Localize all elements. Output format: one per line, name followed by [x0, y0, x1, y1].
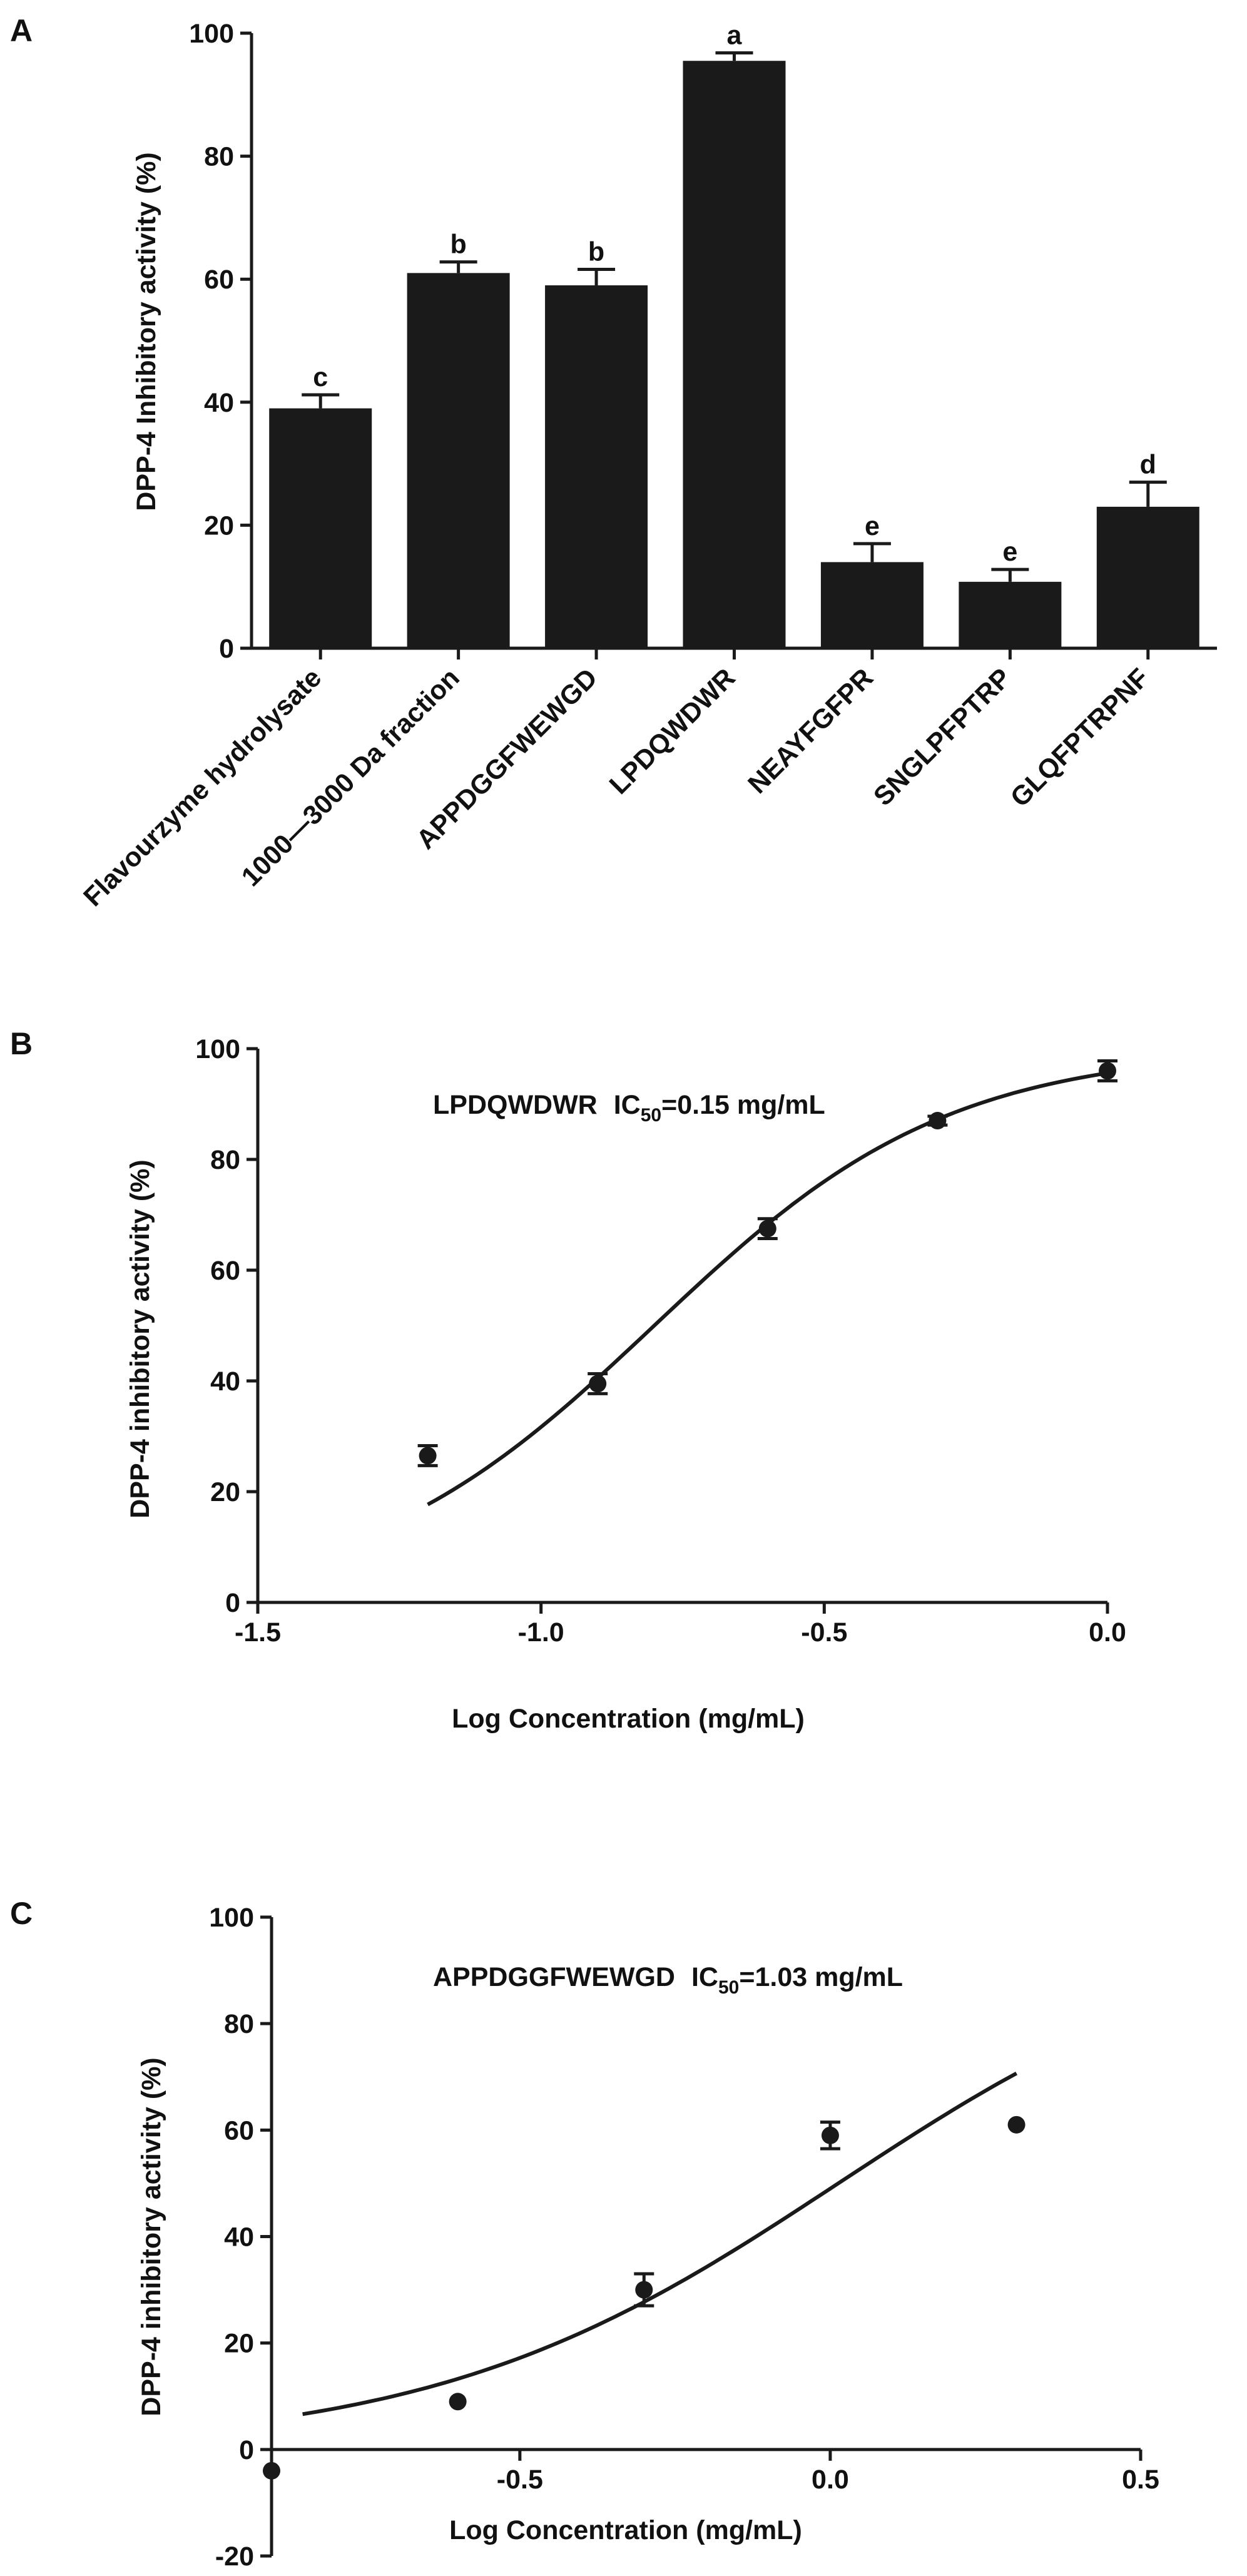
panel-a-bar — [1096, 506, 1199, 648]
panel-a-error-bars — [302, 51, 1167, 582]
panel-b-x-tick-label: -1.0 — [518, 1617, 564, 1647]
panel-a-category-label: GLQFPTRPNF — [1005, 663, 1155, 813]
panel-b-y-tick-label: 80 — [210, 1145, 240, 1175]
panel-a-category-label: NEAYFGFPR — [742, 663, 879, 800]
panel-b-data-point — [1099, 1062, 1116, 1080]
panel-c-y-tick-label: -20 — [215, 2542, 254, 2572]
panel-b-data-point — [419, 1447, 437, 1465]
panel-a-y-ticks: 0 20 40 60 80 100 — [189, 19, 252, 664]
panel-c-x-ticks: -0.5 0.0 0.5 — [497, 2449, 1159, 2495]
panel-c-label: C — [10, 1896, 33, 1931]
panel-a-letter: a — [727, 20, 743, 50]
panel-b-data-point — [589, 1375, 607, 1393]
panel-b-ic-value: =0.15 mg/mL — [661, 1090, 825, 1120]
panel-c-ic-prefix: IC — [691, 1962, 718, 1992]
panel-a-bar — [407, 273, 510, 648]
panel-b-dose-response: B DPP-4 inhibitory activity (%) Log Conc… — [10, 1026, 1126, 1734]
panel-a-label: A — [10, 13, 33, 48]
panel-b-y-tick-label: 20 — [210, 1477, 240, 1507]
panel-a-letter: d — [1140, 450, 1156, 480]
panel-b-error-bars — [417, 1059, 1117, 1467]
panel-c-y-tick-label: 60 — [224, 2115, 254, 2146]
panel-c-ic-value: =1.03 mg/mL — [739, 1962, 903, 1992]
panel-a-category-label: 1000—3000 Da fraction — [236, 663, 466, 892]
panel-a-bar — [683, 61, 786, 649]
panel-c-data-point — [821, 2126, 839, 2144]
panel-c-y-tick-label: 0 — [239, 2435, 254, 2465]
panel-b-axes — [256, 1049, 1107, 1604]
panel-a-bar — [269, 408, 372, 648]
panel-c-ic-subscript: 50 — [718, 1977, 739, 1998]
panel-b-x-tick-label: -0.5 — [801, 1617, 847, 1647]
panel-a-y-tick-label: 80 — [204, 142, 234, 172]
panel-b-data-point — [758, 1219, 776, 1238]
panel-a-letter: c — [313, 362, 328, 392]
panel-a-category-label: Flavourzyme hydrolysate — [78, 663, 327, 912]
panel-b-fit-curve — [427, 1071, 1108, 1507]
panel-a-letter: b — [450, 230, 467, 260]
panel-c-data-point — [1007, 2115, 1026, 2134]
panel-b-y-tick-label: 40 — [210, 1367, 240, 1397]
panel-b-data-point — [929, 1112, 947, 1130]
panel-a-axes — [250, 33, 1217, 650]
panel-a-y-axis-label: DPP-4 Inhibitory activity (%) — [131, 152, 161, 511]
panel-b-x-tick-label: -1.5 — [235, 1617, 281, 1647]
panel-c-y-axis-label: DPP-4 inhibitory activity (%) — [136, 2057, 166, 2416]
panel-c-x-tick-label: -0.5 — [497, 2465, 543, 2495]
panel-c-fit-line — [302, 2071, 1018, 2416]
panel-a-bar — [959, 581, 1062, 648]
panel-b-label: B — [10, 1026, 33, 1061]
panel-a-bar-chart: A DPP-4 Inhibitory activity (%) 0 20 40 60 8… — [10, 13, 1217, 912]
panel-b-fit-line — [427, 1071, 1108, 1507]
panel-a-letter: e — [1002, 537, 1017, 567]
panel-c-x-tick-label: 0.5 — [1122, 2465, 1159, 2495]
panel-c-error-bars — [634, 2120, 840, 2308]
panel-b-x-axis-label: Log Concentration (mg/mL) — [452, 1704, 805, 1734]
panel-b-peptide: LPDQWDWR — [433, 1090, 598, 1120]
panel-a-bar — [545, 285, 648, 648]
panel-a-category-label: LPDQWDWR — [604, 663, 741, 800]
panel-c-y-ticks: -20 0 20 40 60 80 100 — [209, 1903, 272, 2572]
panel-a-category-label: SNGLPFPTRP — [868, 663, 1017, 812]
panel-b-y-tick-label: 0 — [225, 1588, 240, 1618]
panel-b-x-tick-label: 0.0 — [1089, 1617, 1126, 1647]
panel-a-y-tick-label: 60 — [204, 265, 234, 295]
panel-b-ic-subscript: 50 — [641, 1105, 661, 1126]
panel-c-x-tick-label: 0.0 — [812, 2465, 849, 2495]
panel-c-data-point — [449, 2393, 467, 2411]
panel-b-y-ticks: 0 20 40 60 80 100 — [195, 1034, 258, 1618]
panel-c-y-tick-label: 100 — [209, 1903, 254, 1933]
panel-b-ic-prefix: IC — [614, 1090, 641, 1120]
panel-c-peptide: APPDGGFWEWGD — [433, 1962, 675, 1992]
panel-c-points — [263, 2115, 1026, 2480]
panel-b-y-tick-label: 60 — [210, 1256, 240, 1286]
panel-b-y-axis-label: DPP-4 inhibitory activity (%) — [125, 1159, 155, 1518]
panel-a-y-tick-label: 20 — [204, 511, 234, 541]
panel-a-bar — [820, 562, 924, 648]
panel-a-y-tick-label: 40 — [204, 388, 234, 418]
panel-a-bars — [269, 61, 1199, 649]
panel-a-letter: e — [865, 511, 880, 541]
panel-b-points — [419, 1062, 1116, 1465]
panel-c-annotation: APPDGGFWEWGD IC50=1.03 mg/mL — [433, 1962, 903, 1998]
panel-c-dose-response: C DPP-4 inhibitory activity (%) Log Conc… — [10, 1896, 1159, 2572]
panel-a-y-tick-label: 0 — [219, 634, 234, 664]
panel-c-y-tick-label: 20 — [224, 2329, 254, 2359]
panel-a-significance-letters: c b b a e e d — [313, 20, 1156, 567]
panel-c-x-axis-label: Log Concentration (mg/mL) — [449, 2515, 802, 2545]
panel-b-x-ticks: -1.5 -1.0 -0.5 0.0 — [235, 1602, 1126, 1647]
panel-c-y-tick-label: 80 — [224, 2009, 254, 2039]
panel-c-axes — [270, 1917, 1141, 2556]
panel-c-fit-curve — [302, 2071, 1018, 2416]
panel-c-y-tick-label: 40 — [224, 2222, 254, 2253]
panel-c-data-point — [635, 2281, 653, 2299]
panel-b-y-tick-label: 100 — [195, 1034, 240, 1064]
panel-a-y-tick-label: 100 — [189, 19, 234, 49]
panel-a-letter: b — [588, 237, 604, 267]
panel-b-annotation: LPDQWDWR IC50=0.15 mg/mL — [433, 1090, 825, 1126]
